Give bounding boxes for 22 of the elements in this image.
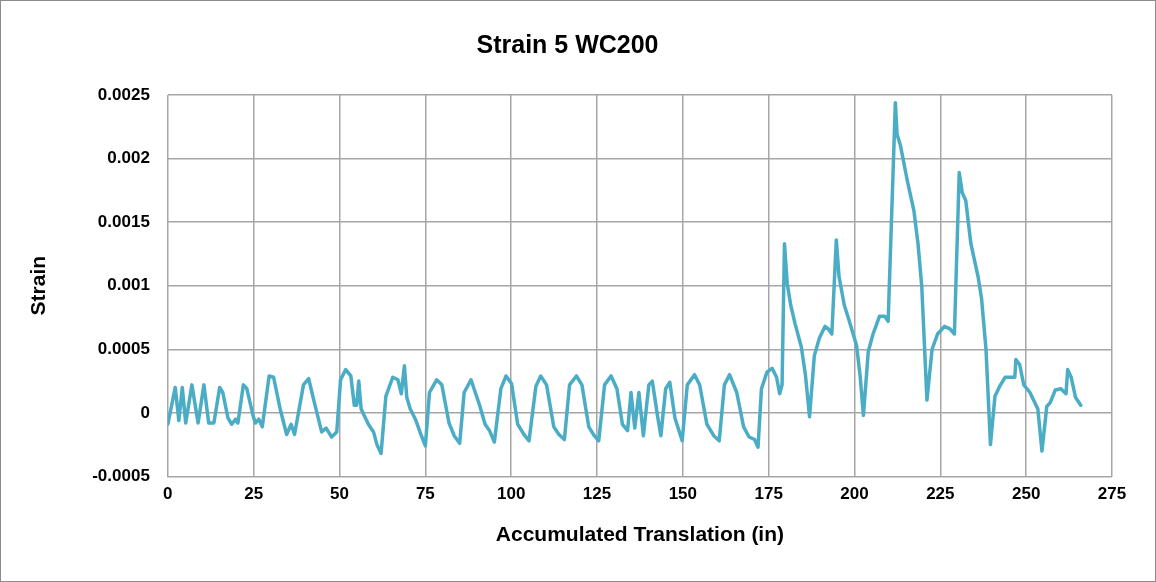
x-tick-label: 150 bbox=[668, 484, 698, 504]
y-tick-label: 0.002 bbox=[107, 148, 150, 168]
y-tick-label: 0.001 bbox=[107, 275, 150, 295]
x-tick-label: 175 bbox=[754, 484, 783, 504]
y-tick-label: 0.0025 bbox=[97, 84, 150, 104]
y-axis-title: Strain bbox=[26, 255, 50, 316]
y-tick-label: 0.0005 bbox=[97, 338, 150, 358]
y-tick-label: 0 bbox=[140, 402, 150, 422]
chart-title: Strain 5 WC200 bbox=[476, 29, 659, 58]
x-tick-label: 0 bbox=[163, 484, 173, 504]
x-tick-label: 25 bbox=[244, 484, 264, 504]
x-tick-label: 125 bbox=[582, 484, 612, 504]
x-tick-label: 50 bbox=[330, 484, 349, 504]
x-axis-title: Accumulated Translation (in) bbox=[495, 522, 785, 546]
x-tick-label: 100 bbox=[496, 484, 526, 504]
x-tick-label: 200 bbox=[840, 484, 869, 504]
x-tick-label: 275 bbox=[1097, 484, 1127, 504]
x-tick-label: 75 bbox=[415, 484, 435, 504]
y-tick-label: -0.0005 bbox=[92, 466, 150, 486]
x-tick-label: 250 bbox=[1011, 484, 1041, 504]
x-tick-label: 225 bbox=[926, 484, 955, 504]
y-tick-label: 0.0015 bbox=[97, 211, 150, 231]
